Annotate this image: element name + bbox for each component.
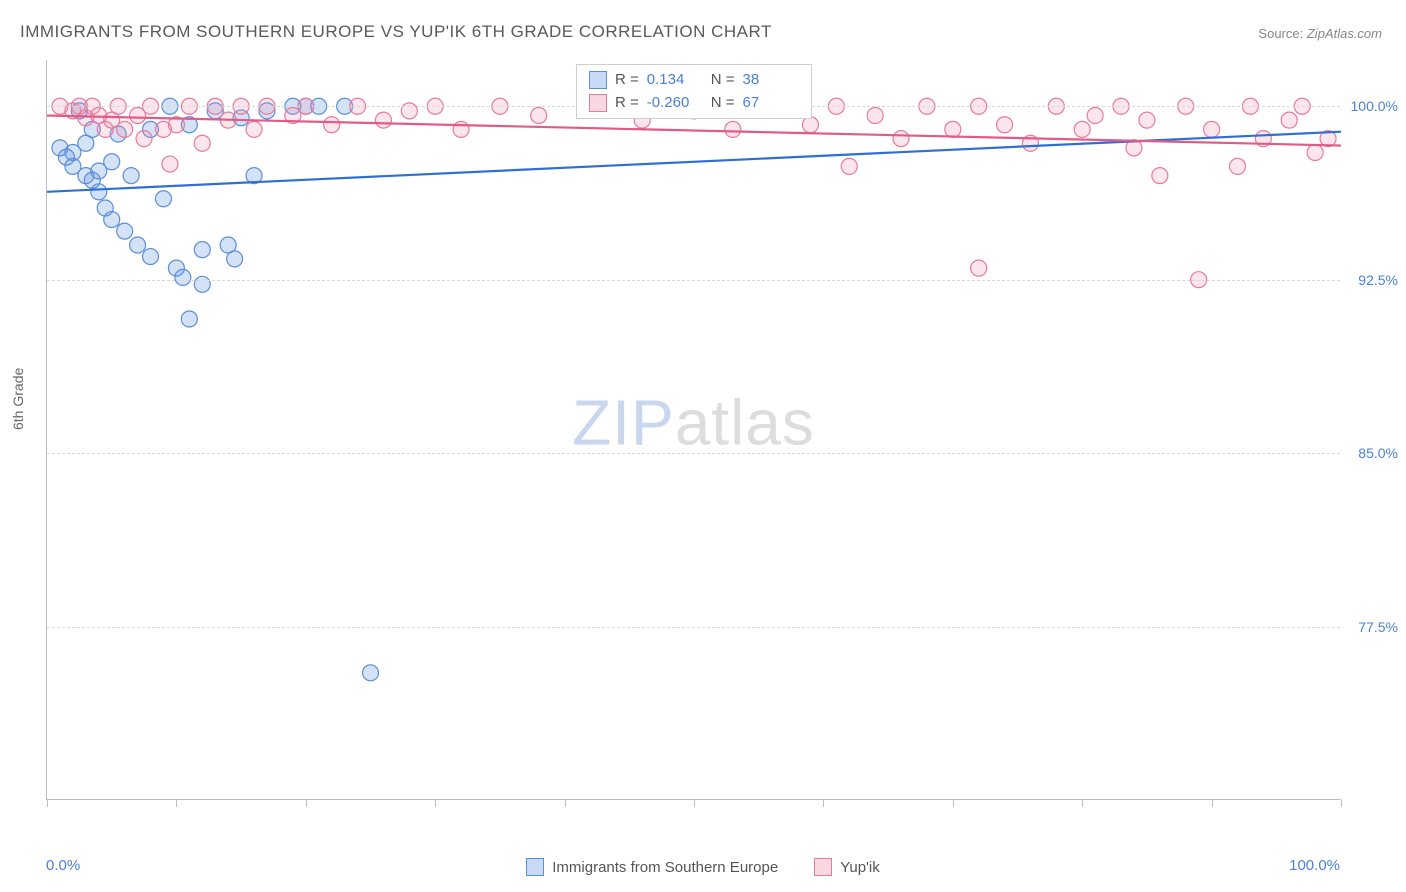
- x-tick: [1341, 799, 1342, 807]
- r-value-blue: 0.134: [647, 69, 703, 92]
- x-tick: [1082, 799, 1083, 807]
- scatter-point: [1152, 168, 1168, 184]
- scatter-point: [143, 249, 159, 265]
- x-tick: [306, 799, 307, 807]
- legend-swatch-pink-icon: [814, 858, 832, 876]
- scatter-point: [117, 223, 133, 239]
- legend-swatch-blue-icon: [526, 858, 544, 876]
- scatter-point: [893, 131, 909, 147]
- scatter-point: [324, 117, 340, 133]
- n-value-pink: 67: [743, 92, 799, 115]
- scatter-point: [841, 158, 857, 174]
- x-tick: [565, 799, 566, 807]
- scatter-point: [1281, 112, 1297, 128]
- r-value-pink: -0.260: [647, 92, 703, 115]
- scatter-point: [1307, 145, 1323, 161]
- scatter-point: [194, 135, 210, 151]
- grid-line: [47, 627, 1340, 628]
- bottom-legend: Immigrants from Southern Europe Yup'ik: [0, 858, 1406, 876]
- scatter-point: [194, 242, 210, 258]
- x-tick: [176, 799, 177, 807]
- plot-svg: [47, 60, 1341, 800]
- scatter-point: [945, 121, 961, 137]
- x-tick: [1212, 799, 1213, 807]
- source-value: ZipAtlas.com: [1307, 26, 1382, 41]
- legend-item-blue: Immigrants from Southern Europe: [526, 858, 778, 876]
- scatter-point: [91, 184, 107, 200]
- scatter-point: [1229, 158, 1245, 174]
- scatter-point: [997, 117, 1013, 133]
- scatter-point: [1204, 121, 1220, 137]
- scatter-point: [363, 665, 379, 681]
- scatter-point: [375, 112, 391, 128]
- stats-legend-box: R = 0.134 N = 38 R = -0.260 N = 67: [576, 64, 812, 119]
- grid-line: [47, 453, 1340, 454]
- scatter-point: [130, 237, 146, 253]
- r-label: R =: [615, 69, 639, 92]
- x-tick: [694, 799, 695, 807]
- scatter-point: [725, 121, 741, 137]
- chart-title: IMMIGRANTS FROM SOUTHERN EUROPE VS YUP'I…: [20, 22, 772, 42]
- scatter-point: [104, 212, 120, 228]
- chart-container: IMMIGRANTS FROM SOUTHERN EUROPE VS YUP'I…: [0, 0, 1406, 892]
- legend-label-pink: Yup'ik: [840, 859, 880, 876]
- y-tick-label: 77.5%: [1348, 619, 1398, 635]
- stats-row-pink: R = -0.260 N = 67: [589, 92, 799, 115]
- scatter-point: [802, 117, 818, 133]
- scatter-point: [1087, 108, 1103, 124]
- scatter-point: [1139, 112, 1155, 128]
- x-tick: [953, 799, 954, 807]
- y-axis-title: 6th Grade: [10, 368, 26, 430]
- y-tick-label: 100.0%: [1348, 98, 1398, 114]
- source-label: Source:: [1258, 26, 1303, 41]
- x-tick: [435, 799, 436, 807]
- swatch-pink-icon: [589, 94, 607, 112]
- stats-row-blue: R = 0.134 N = 38: [589, 69, 799, 92]
- x-tick: [823, 799, 824, 807]
- source-attribution: Source: ZipAtlas.com: [1258, 26, 1382, 41]
- scatter-point: [227, 251, 243, 267]
- scatter-point: [175, 269, 191, 285]
- x-tick: [47, 799, 48, 807]
- scatter-point: [181, 311, 197, 327]
- r-label: R =: [615, 92, 639, 115]
- scatter-point: [104, 154, 120, 170]
- n-label: N =: [711, 92, 735, 115]
- n-label: N =: [711, 69, 735, 92]
- swatch-blue-icon: [589, 71, 607, 89]
- n-value-blue: 38: [743, 69, 799, 92]
- scatter-point: [136, 131, 152, 147]
- y-tick-label: 85.0%: [1348, 445, 1398, 461]
- scatter-point: [246, 121, 262, 137]
- legend-item-pink: Yup'ik: [814, 858, 880, 876]
- scatter-point: [162, 156, 178, 172]
- scatter-point: [531, 108, 547, 124]
- scatter-point: [123, 168, 139, 184]
- scatter-point: [453, 121, 469, 137]
- scatter-point: [117, 121, 133, 137]
- grid-line: [47, 280, 1340, 281]
- scatter-point: [155, 191, 171, 207]
- plot-area: ZIPatlas 77.5%85.0%92.5%100.0%: [46, 60, 1340, 800]
- scatter-point: [971, 260, 987, 276]
- scatter-point: [867, 108, 883, 124]
- legend-label-blue: Immigrants from Southern Europe: [552, 859, 778, 876]
- y-tick-label: 92.5%: [1348, 272, 1398, 288]
- scatter-point: [1074, 121, 1090, 137]
